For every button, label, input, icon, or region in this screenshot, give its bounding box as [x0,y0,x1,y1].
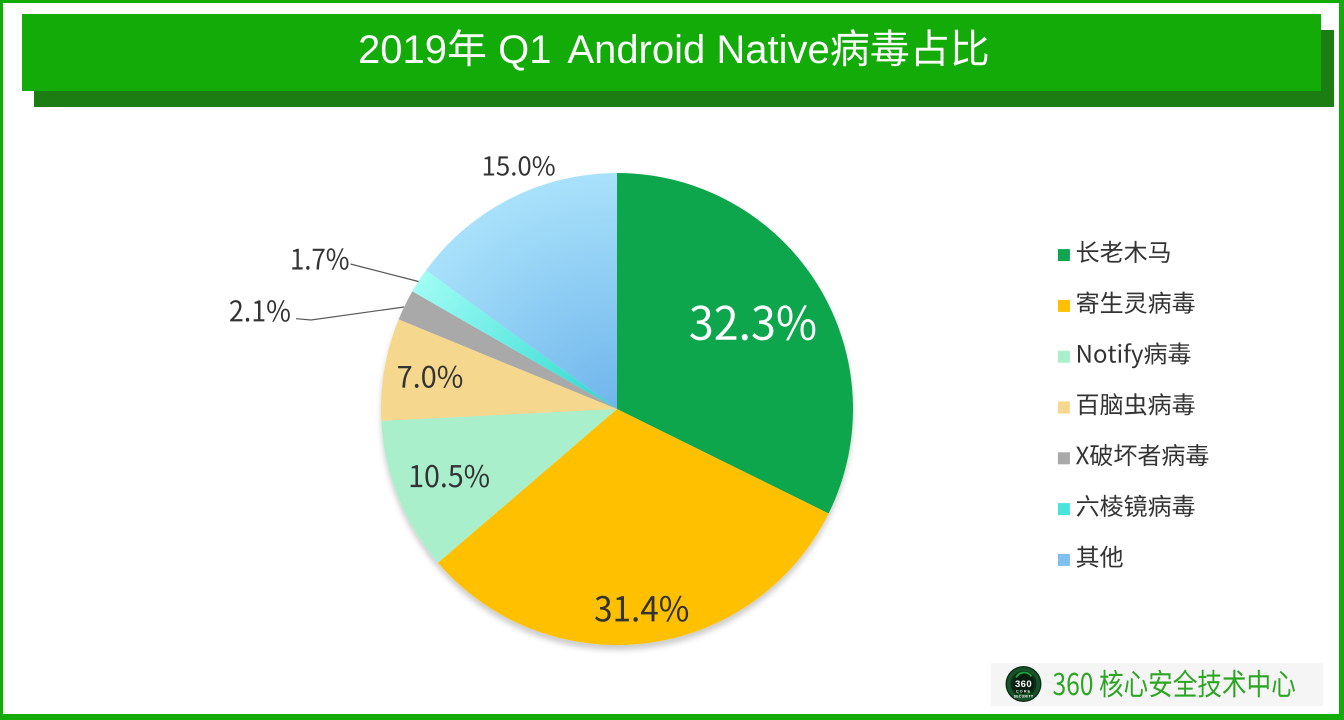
svg-text:360: 360 [1015,679,1032,690]
svg-text:SECURITY: SECURITY [1014,694,1034,698]
svg-text:CORE: CORE [1016,688,1031,693]
